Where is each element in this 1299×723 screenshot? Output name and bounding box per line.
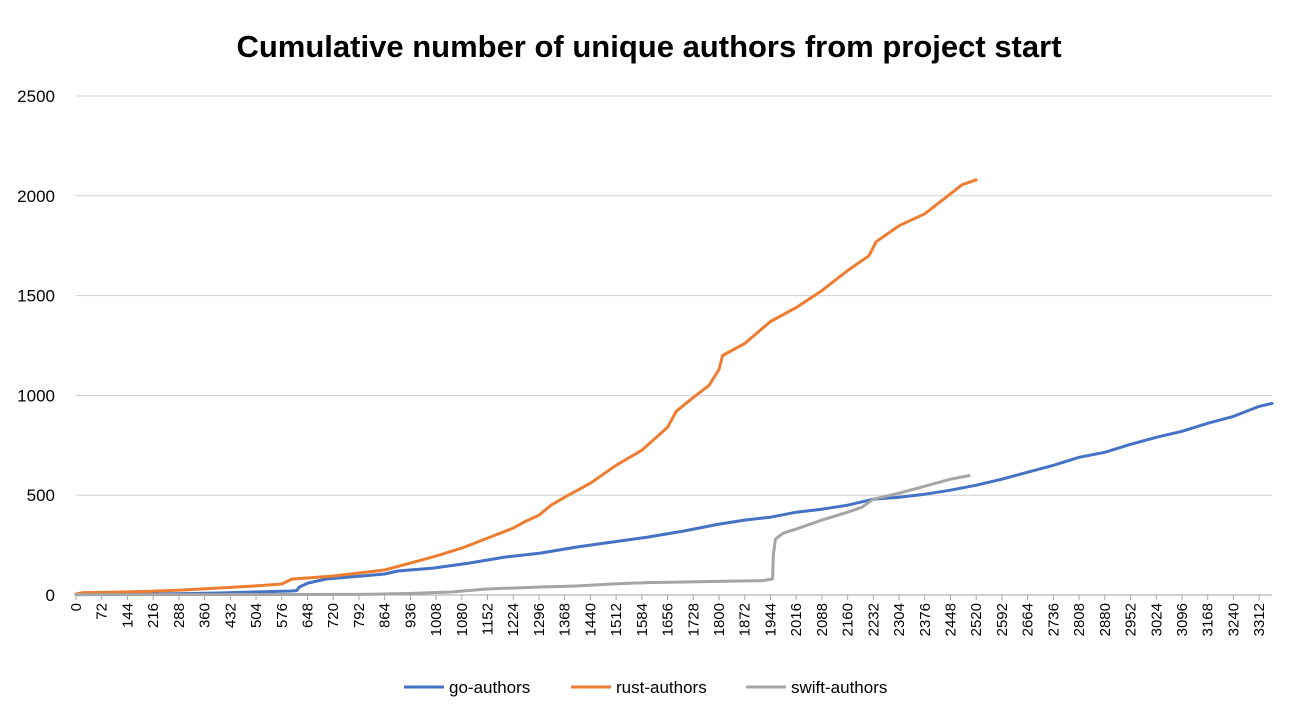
gridlines: [76, 95, 1272, 496]
x-tick-label: 1296: [531, 603, 548, 636]
x-tick-label: 2016: [788, 603, 805, 636]
y-tick-label: 2500: [17, 87, 55, 106]
x-tick-label: 936: [402, 603, 419, 628]
x-tick-label: 0: [68, 603, 85, 611]
series-line-rust-authors: [74, 178, 978, 596]
y-tick-label: 0: [46, 586, 55, 605]
x-tick-label: 144: [119, 603, 136, 628]
x-tick-label: 2448: [942, 603, 959, 636]
x-tick-label: 1008: [428, 603, 445, 636]
x-tick-label: 3096: [1174, 603, 1191, 636]
legend-label: swift-authors: [791, 678, 887, 697]
x-tick-label: 2736: [1045, 603, 1062, 636]
legend-label: go-authors: [449, 678, 530, 697]
x-tick-label: 1944: [762, 603, 779, 636]
y-tick-label: 1500: [17, 287, 55, 306]
x-tick-label: 2376: [917, 603, 934, 636]
x-tick-label: 72: [94, 603, 111, 620]
x-tick-label: 1800: [711, 603, 728, 636]
x-tick-label: 216: [145, 603, 162, 628]
legend-label: rust-authors: [616, 678, 707, 697]
series-lines: [74, 178, 1274, 597]
x-tick-label: 504: [248, 603, 265, 628]
x-tick-label: 576: [274, 603, 291, 628]
x-tick-label: 1440: [582, 603, 599, 636]
x-axis-ticks: 0 72 144 216 288 360 432 504 576 648 720 792 864 936 1…: [68, 595, 1268, 636]
x-tick-label: 360: [197, 603, 214, 628]
x-tick-label: 1584: [634, 603, 651, 636]
x-tick-label: 2592: [994, 603, 1011, 636]
x-tick-label: 1368: [557, 603, 574, 636]
y-tick-label: 500: [27, 486, 55, 505]
x-tick-label: 1152: [480, 603, 497, 635]
x-tick-label: 288: [171, 603, 188, 628]
x-tick-label: 1872: [737, 603, 754, 636]
x-tick-label: 1224: [505, 603, 522, 636]
x-tick-label: 2952: [1123, 603, 1140, 636]
y-tick-label: 1000: [17, 386, 55, 405]
series-line-go-authors: [74, 401, 1274, 597]
x-tick-label: 2664: [1020, 603, 1037, 636]
x-tick-label: 3168: [1200, 603, 1217, 636]
x-tick-label: 792: [351, 603, 368, 628]
x-tick-label: 2232: [865, 603, 882, 636]
x-tick-label: 1512: [608, 603, 625, 636]
x-tick-label: 1080: [454, 603, 471, 636]
legend: go-authors rust-authors swift-authors: [404, 678, 887, 697]
x-tick-label: 2520: [968, 603, 985, 636]
y-axis-ticks: 0 500 1000 1500 2000 2500: [17, 87, 55, 605]
chart-title: Cumulative number of unique authors from…: [236, 29, 1061, 64]
x-tick-label: 1728: [685, 603, 702, 636]
series-line-swift-authors: [74, 474, 971, 597]
x-tick-label: 1656: [660, 603, 677, 636]
x-tick-label: 2088: [814, 603, 831, 636]
x-tick-label: 3312: [1251, 603, 1268, 636]
x-tick-label: 2304: [891, 603, 908, 636]
x-tick-label: 2160: [840, 603, 857, 636]
x-tick-label: 648: [299, 603, 316, 628]
x-tick-label: 2880: [1097, 603, 1114, 636]
x-tick-label: 720: [325, 603, 342, 628]
x-tick-label: 3024: [1148, 603, 1165, 636]
x-tick-label: 864: [377, 603, 394, 628]
x-tick-label: 3240: [1225, 603, 1242, 636]
y-tick-label: 2000: [17, 187, 55, 206]
x-tick-label: 432: [222, 603, 239, 628]
x-tick-label: 2808: [1071, 603, 1088, 636]
